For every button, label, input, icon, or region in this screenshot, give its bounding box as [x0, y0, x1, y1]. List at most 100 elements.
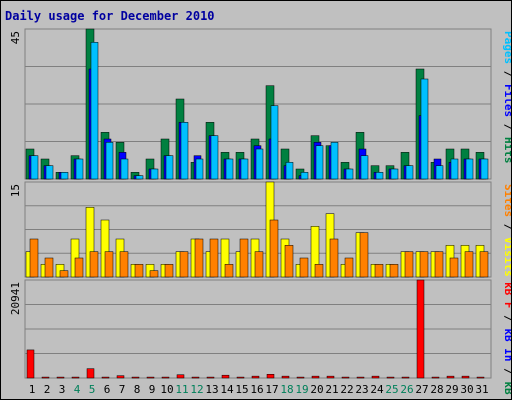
x-tick-label: 10	[160, 383, 173, 396]
bar-sites	[389, 264, 399, 278]
bar-kbytes	[386, 376, 395, 379]
bar-sites	[89, 251, 99, 278]
bar-sites	[224, 264, 234, 278]
chart-title: Daily usage for December 2010	[5, 9, 215, 23]
legend-segment: /	[502, 117, 511, 137]
bar-kbytes	[356, 376, 365, 379]
legend-segment: kB In	[502, 328, 511, 361]
bar-pages	[75, 158, 84, 180]
x-tick-label: 15	[235, 383, 248, 396]
panel-visits-sites: 15 Sites / Visits	[9, 181, 512, 278]
bar-sites	[374, 264, 384, 278]
bar-sites	[29, 238, 39, 278]
bar-sites	[329, 238, 339, 278]
bar-sites	[194, 238, 204, 278]
bar-pages	[270, 105, 279, 180]
bar-pages	[345, 168, 354, 180]
bar-kbytes	[311, 375, 320, 379]
x-tick-label: 27	[415, 383, 428, 396]
legend-segment: kB F	[502, 282, 511, 309]
bar-kbytes	[221, 374, 230, 379]
x-tick-label: 12	[190, 383, 203, 396]
bar-pages	[180, 122, 189, 180]
bar-kbytes	[371, 375, 380, 379]
bar-sites	[254, 251, 264, 278]
x-tick-label: 7	[119, 383, 126, 396]
x-tick-label: 17	[265, 383, 278, 396]
bar-pages	[450, 158, 459, 180]
legend-segment: Files	[502, 84, 511, 117]
y-max-label: 15	[9, 184, 22, 197]
x-tick-label: 23	[355, 383, 368, 396]
bar-kbytes	[251, 375, 260, 379]
x-tick-label: 6	[104, 383, 111, 396]
bar-sites	[119, 251, 129, 278]
bar-sites	[134, 264, 144, 278]
bar-pages	[480, 158, 489, 180]
bar-pages	[405, 165, 414, 180]
bar-sites	[359, 232, 369, 278]
x-tick-label: 9	[149, 383, 156, 396]
bar-kbytes	[101, 376, 110, 379]
x-tick-label: 21	[325, 383, 338, 396]
bar-kbytes	[26, 349, 35, 379]
bar-kbytes	[446, 375, 455, 379]
bar-sites	[59, 270, 69, 278]
bar-kbytes	[161, 376, 170, 379]
bar-sites	[344, 257, 354, 278]
y-legend: kB F / kB In / kB Out	[502, 282, 511, 399]
legend-segment: Pages	[502, 31, 511, 64]
y-legend: Pages / Files / Hits	[502, 31, 511, 164]
bar-pages	[45, 165, 54, 180]
bar-kbytes	[206, 376, 215, 379]
legend-segment: /	[502, 309, 511, 329]
bar-pages	[315, 145, 324, 180]
bar-pages	[390, 168, 399, 180]
bar-pages	[135, 175, 144, 180]
bar-sites	[314, 264, 324, 278]
bar-kbytes	[116, 375, 125, 379]
bar-sites	[479, 251, 489, 278]
bar-kbytes	[266, 374, 275, 379]
y-max-label: 20941	[9, 282, 22, 315]
x-tick-label: 20	[310, 383, 323, 396]
bar-kbytes	[341, 376, 350, 379]
bar-sites	[74, 257, 84, 278]
bar-kbytes	[416, 279, 425, 379]
bar-pages	[60, 172, 69, 180]
bar-pages	[330, 142, 339, 180]
panel-kbytes: 20941 kB F / kB In / kB Out	[9, 279, 512, 404]
bar-sites	[104, 251, 114, 278]
legend-segment: kB Out	[502, 381, 511, 399]
panel-hits-files-pages: 45 Pages / Files / Hits	[9, 28, 512, 180]
bar-kbytes	[41, 376, 50, 379]
bar-pages	[360, 155, 369, 180]
x-tick-label: 8	[134, 383, 141, 396]
bar-pages	[225, 158, 234, 180]
x-tick-label: 29	[445, 383, 458, 396]
bar-kbytes	[236, 376, 245, 379]
x-tick-label: 11	[175, 383, 188, 396]
x-tick-label: 25	[385, 383, 398, 396]
bar-pages	[375, 172, 384, 180]
x-tick-label: 14	[220, 383, 234, 396]
bar-sites	[434, 251, 444, 278]
bar-sites	[209, 238, 219, 278]
bar-pages	[195, 158, 204, 180]
bar-sites	[149, 270, 159, 278]
bar-kbytes	[191, 376, 200, 379]
bar-sites	[404, 251, 414, 278]
bar-kbytes	[281, 375, 290, 379]
x-tick-label: 26	[400, 383, 413, 396]
x-tick-label: 18	[280, 383, 293, 396]
bar-sites	[449, 257, 459, 278]
legend-segment: Hits	[502, 137, 511, 164]
bar-pages	[120, 158, 129, 180]
legend-segment: Visits	[502, 237, 511, 277]
x-axis-labels: 1 2 3 4 5 6 7 8 9 10 11 12 13 14 15 16 17 18 19 20 21 22 23 24 2…	[29, 383, 489, 396]
bar-sites	[179, 251, 189, 278]
x-tick-label: 3	[59, 383, 66, 396]
bar-sites	[44, 257, 54, 278]
legend-segment: /	[502, 362, 511, 382]
